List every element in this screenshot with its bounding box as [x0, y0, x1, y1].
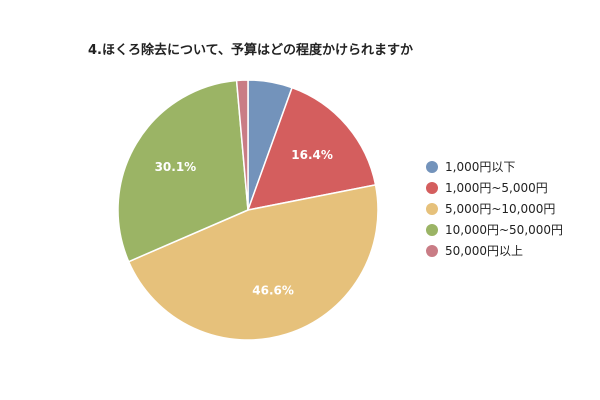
legend-marker [426, 182, 438, 194]
chart-title: 4.ほくろ除去について、予算はどの程度かけられますか [88, 42, 413, 58]
slice-value-label: 16.4% [291, 148, 333, 162]
slice-value-label: 46.6% [252, 284, 294, 298]
pie-slice [246, 86, 377, 211]
legend-label: 5,000円~10,000円 [445, 202, 555, 216]
legend-marker [426, 203, 438, 215]
pie-slice [127, 183, 379, 341]
legend-label: 1,000円以下 [445, 160, 515, 174]
pie-slice [235, 79, 249, 211]
legend: 1,000円以下 1,000円~5,000円 5,000円~10,000円 10,00… [426, 160, 563, 258]
legend-marker [426, 245, 438, 257]
pie-slices [117, 79, 379, 341]
legend-label: 10,000円~50,000円 [445, 223, 563, 237]
legend-label: 50,000円以上 [445, 244, 523, 258]
pie-slice [117, 79, 249, 263]
slice-labels: 16.4% 46.6% 30.1% [155, 148, 333, 298]
legend-marker [426, 161, 438, 173]
slice-value-label: 30.1% [155, 160, 197, 174]
legend-label: 1,000円~5,000円 [445, 181, 548, 195]
legend-marker [426, 224, 438, 236]
